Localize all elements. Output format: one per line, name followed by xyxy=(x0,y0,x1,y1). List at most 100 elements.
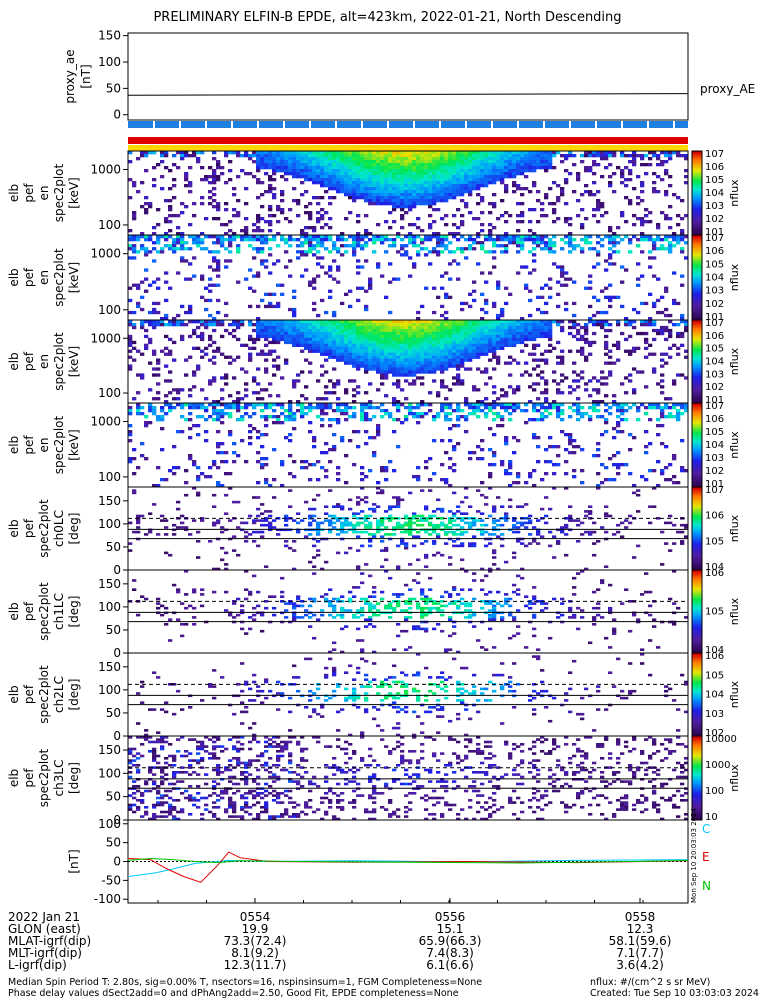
colorbar-cell xyxy=(692,332,702,335)
spectrogram-cell xyxy=(332,154,337,158)
spectrogram-cell xyxy=(392,352,397,356)
spectrogram-cell xyxy=(172,388,177,392)
spectrogram-cell xyxy=(480,328,485,333)
spectrogram-cell xyxy=(416,253,421,257)
spectrogram-cell xyxy=(316,175,321,179)
spectrogram-cell xyxy=(284,250,289,254)
spectrogram-cell xyxy=(352,352,357,356)
spectrogram-cell xyxy=(152,184,157,188)
spectrogram-cell xyxy=(176,430,181,434)
spectrogram-cell xyxy=(296,334,301,339)
spectrogram-cell xyxy=(512,184,517,188)
spectrogram-cell xyxy=(432,286,437,290)
colorbar-cell xyxy=(692,322,702,325)
spectrogram-cell xyxy=(612,172,617,176)
spectrogram-cell xyxy=(392,154,397,158)
spectrogram-cell xyxy=(332,259,337,263)
spectrogram-cell xyxy=(544,334,549,339)
spectrogram-cell xyxy=(652,370,657,374)
spectrogram-cell xyxy=(496,358,501,362)
spectrogram-cell xyxy=(676,334,681,339)
spectrogram-cell xyxy=(384,355,389,359)
spectrogram-cell xyxy=(596,323,601,327)
spectrogram-cell xyxy=(668,157,673,161)
spectrogram-cell xyxy=(496,397,501,401)
spectrogram-cell xyxy=(460,181,465,185)
spectrogram-cell xyxy=(208,475,213,479)
spectrogram-cell xyxy=(424,181,429,185)
spectrogram-cell xyxy=(140,320,145,324)
spectrogram-cell xyxy=(268,325,273,330)
spectrogram-cell xyxy=(368,202,373,206)
spectrogram-cell xyxy=(556,382,561,386)
spectrogram-cell xyxy=(380,349,385,353)
spectrogram-cell xyxy=(368,178,373,182)
spectrogram-cell xyxy=(312,346,317,350)
spectrogram-cell xyxy=(316,196,321,200)
spectrogram-cell xyxy=(448,361,453,365)
spectrogram-cell xyxy=(132,256,137,260)
spectrogram-cell xyxy=(608,256,613,260)
spectrogram-cell xyxy=(452,320,457,324)
spectrogram-cell xyxy=(268,151,273,155)
spectrogram-cell xyxy=(668,397,673,401)
spectrogram-cell xyxy=(352,253,357,257)
spectrogram-cell xyxy=(304,325,309,330)
spectrogram-cell xyxy=(420,202,425,206)
spectrogram-cell xyxy=(252,376,257,380)
spectrogram-cell xyxy=(264,157,269,161)
spectrogram-cell xyxy=(416,320,421,324)
spectrogram-cell xyxy=(252,403,257,407)
spectrogram-cell xyxy=(376,163,381,167)
spectrogram-cell xyxy=(292,238,297,242)
spectrogram-cell xyxy=(132,340,137,345)
spectrogram-cell xyxy=(344,325,349,330)
proxy-ae-ytick-label: 150 xyxy=(98,29,121,43)
spectrogram-cell xyxy=(236,403,241,407)
spectrogram-cell xyxy=(376,406,381,410)
spectrogram-cell xyxy=(480,439,485,443)
spectrogram-cell xyxy=(136,304,141,309)
spectrogram-cell xyxy=(288,472,293,476)
spectrogram-cell xyxy=(240,169,245,173)
spectrogram-cell xyxy=(156,310,161,315)
spectrogram-cell xyxy=(520,334,525,339)
spectrogram-cell xyxy=(212,187,217,191)
spectrogram-cell xyxy=(456,403,461,407)
spectrogram-cell xyxy=(276,301,281,306)
spectrogram-cell xyxy=(476,181,481,185)
spectrogram-cell xyxy=(384,331,389,336)
spectrogram-cell xyxy=(296,199,301,203)
spectrogram-cell xyxy=(288,454,293,458)
spectrogram-cell xyxy=(544,448,549,452)
spectrogram-cell xyxy=(412,340,417,345)
spectrogram-cell xyxy=(560,409,565,413)
spectrogram-cell xyxy=(328,418,333,422)
spectrogram-cell xyxy=(468,151,473,155)
colorbar-cell xyxy=(692,338,702,342)
spectrogram-cell xyxy=(216,268,221,272)
spectrogram-cell xyxy=(664,238,669,242)
colorbar-cell xyxy=(692,373,702,377)
spectrogram-cell xyxy=(456,376,461,380)
spectrogram-cell xyxy=(552,406,557,410)
spectrogram-cell xyxy=(396,187,401,191)
spectrogram-cell xyxy=(544,247,549,251)
spectrogram-cell xyxy=(140,154,145,158)
spectrogram-cell xyxy=(264,190,269,194)
spectrogram-cell xyxy=(472,349,477,353)
spectrogram-cell xyxy=(560,418,565,422)
spectrogram-cell xyxy=(292,310,297,315)
spectrogram-cell xyxy=(172,317,177,321)
spectrogram-cell xyxy=(176,226,181,230)
spectrogram-cell xyxy=(320,265,325,269)
spectrogram-cell xyxy=(436,160,441,164)
spectrogram-cell xyxy=(488,157,493,161)
spectrogram-cell xyxy=(496,424,501,428)
spectrogram-cell xyxy=(328,175,333,179)
spectrogram-cell xyxy=(364,193,369,197)
spectrogram-cell xyxy=(292,415,297,419)
spectrogram-cell xyxy=(604,466,609,470)
spectrogram-cell xyxy=(372,187,377,191)
spectrogram-cell xyxy=(476,172,481,176)
